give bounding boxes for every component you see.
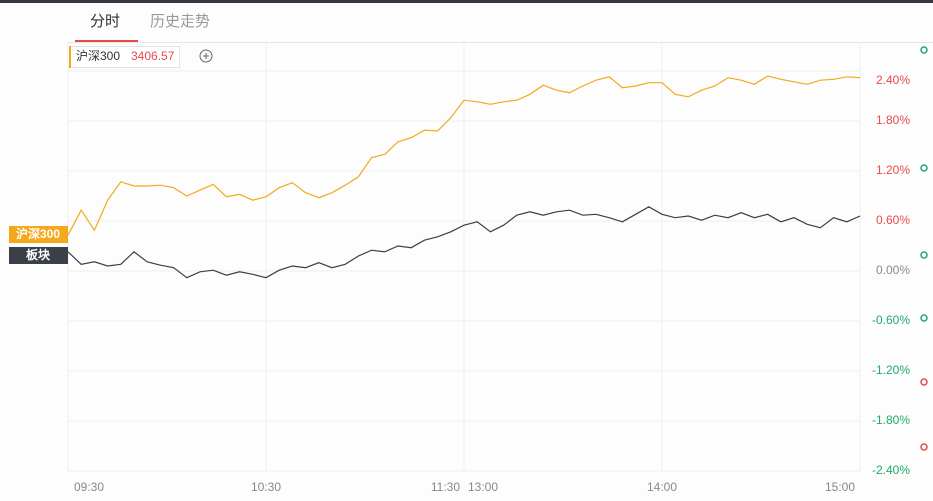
- x-tick-label: 14:00: [647, 480, 677, 494]
- y-tick-label: -0.60%: [872, 313, 910, 327]
- y-tick-label: 0.60%: [876, 213, 910, 227]
- y-tick-label: 2.40%: [876, 73, 910, 87]
- legend-name: 沪深300: [76, 49, 120, 63]
- indicator: [920, 443, 928, 451]
- x-tick-label: 09:30: [74, 480, 104, 494]
- legend-accent: [69, 46, 71, 68]
- y-tick-label: -2.40%: [872, 463, 910, 477]
- tab[interactable]: 历史走势: [150, 13, 210, 30]
- add-icon: [203, 53, 209, 59]
- y-tick-label: 1.20%: [876, 163, 910, 177]
- x-tick-label: 15:00: [825, 480, 855, 494]
- y-tick-label: 1.80%: [876, 113, 910, 127]
- indicator: [920, 251, 928, 259]
- y-tick-label: 0.00%: [876, 263, 910, 277]
- top-bar: [0, 0, 933, 3]
- indicator: [920, 314, 928, 322]
- x-tick-label: 13:00: [468, 480, 498, 494]
- legend-value: 3406.57: [131, 49, 175, 63]
- series-tag: [9, 247, 68, 264]
- y-tick-label: -1.20%: [872, 363, 910, 377]
- side-indicators: [920, 46, 928, 451]
- series-tag-label: 板块: [26, 247, 51, 262]
- tab-underline: [75, 40, 138, 42]
- add-button[interactable]: [199, 49, 213, 63]
- y-tick-label: -1.80%: [872, 413, 910, 427]
- series-line: [67, 206, 861, 279]
- indicator: [920, 378, 928, 386]
- indicator: [920, 164, 928, 172]
- x-tick-label: 10:30: [251, 480, 281, 494]
- indicator: [920, 46, 928, 54]
- series-tag-label: 沪深300: [16, 226, 60, 241]
- tab-active[interactable]: 分时: [90, 13, 120, 30]
- series-line: [67, 75, 861, 236]
- series-tag: [9, 226, 68, 243]
- x-tick-label: 11:30: [431, 480, 460, 494]
